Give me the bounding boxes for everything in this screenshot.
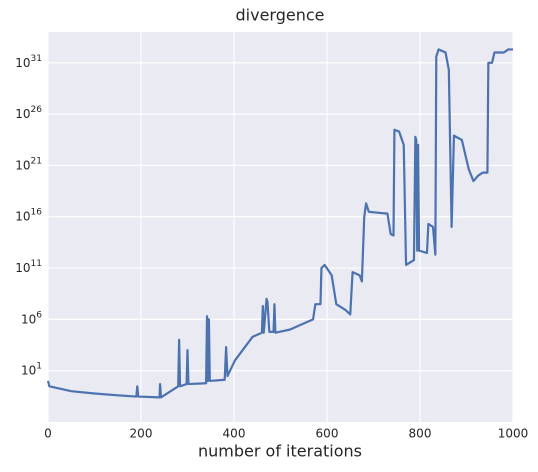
x-tick-label: 200	[130, 427, 153, 441]
x-tick-label: 800	[409, 427, 432, 441]
x-tick-label: 0	[44, 427, 52, 441]
y-tick-label: 1026	[15, 105, 42, 121]
y-tick-label: 106	[21, 310, 42, 326]
plot-background	[48, 32, 513, 422]
y-tick-label: 1031	[15, 53, 42, 69]
data-line	[46, 48, 513, 399]
y-tick-label: 1011	[15, 259, 42, 275]
chart-title: divergence	[236, 6, 325, 25]
y-tick-label: 101	[21, 361, 42, 377]
y-tick-label: 1021	[15, 156, 42, 172]
x-tick-label: 1000	[498, 427, 529, 441]
x-tick-label: 600	[316, 427, 339, 441]
x-tick-label: 400	[223, 427, 246, 441]
y-tick-label: 1016	[15, 207, 42, 223]
x-axis-label: number of iterations	[198, 442, 362, 461]
